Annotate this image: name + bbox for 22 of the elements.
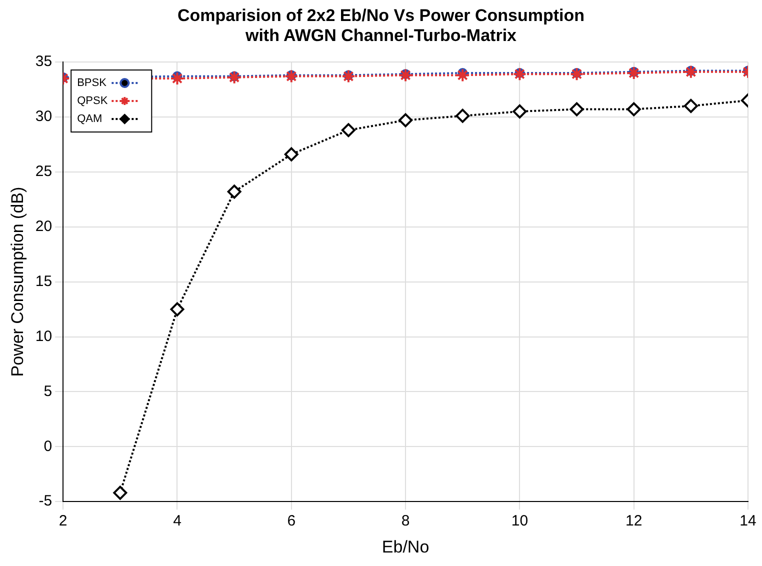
y-tick-label: 15 [35, 272, 52, 290]
y-tick-label: 20 [35, 218, 52, 235]
x-tick-label: 14 [740, 512, 756, 530]
y-tick-label: -5 [38, 492, 52, 510]
legend-label: QAM [77, 113, 102, 126]
y-axis-title: Power Consumption (dB) [8, 186, 27, 377]
x-tick-label: 10 [511, 512, 528, 530]
y-tick-label: 25 [35, 163, 52, 180]
y-tick-label: 35 [35, 53, 52, 70]
y-tick-label: 30 [35, 108, 52, 126]
y-tick-label: 0 [44, 438, 52, 455]
chart-title: Comparision of 2x2 Eb/No Vs Power Consumption with AWGN Channel-Turbo-Matrix [176, 6, 586, 47]
y-tick-label: 5 [44, 382, 52, 400]
legend-label: BPSK [77, 77, 108, 90]
x-axis-title: Eb/No [382, 537, 430, 556]
x-tick-label: 4 [173, 512, 182, 530]
legend-label: QPSK [77, 95, 108, 108]
x-tick-label: 12 [626, 512, 642, 530]
x-tick-label: 8 [401, 512, 410, 530]
x-tick-label: 2 [58, 512, 68, 530]
x-tick-label: 6 [287, 512, 296, 530]
y-tick-label: 10 [35, 328, 52, 345]
